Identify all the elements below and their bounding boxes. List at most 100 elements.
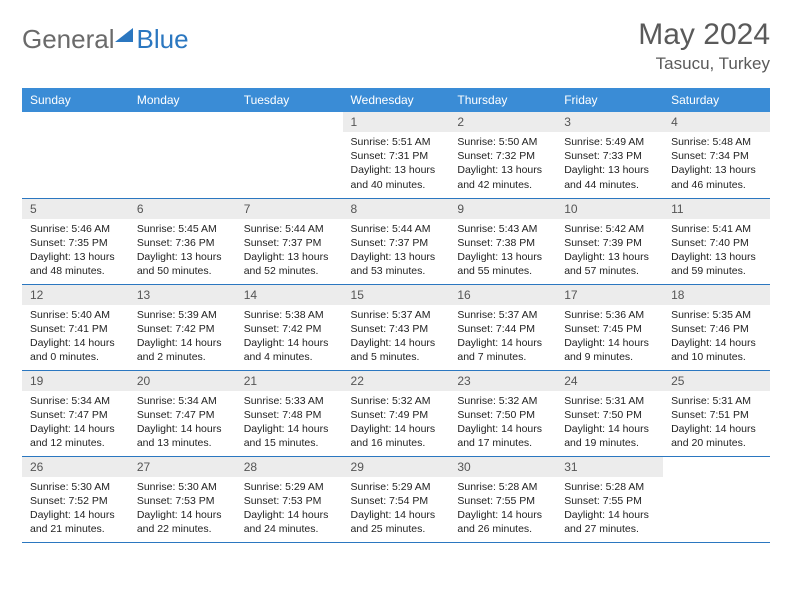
day-number: 9 — [449, 199, 556, 219]
day-data: Sunrise: 5:50 AMSunset: 7:32 PMDaylight:… — [449, 132, 556, 196]
weekday-header: Monday — [129, 88, 236, 112]
daylight-line1: Daylight: 14 hours — [137, 508, 228, 522]
day-data: Sunrise: 5:38 AMSunset: 7:42 PMDaylight:… — [236, 305, 343, 369]
logo-text-blue: Blue — [137, 24, 189, 55]
daylight-line1: Daylight: 13 hours — [244, 250, 335, 264]
calendar-day-cell: 7Sunrise: 5:44 AMSunset: 7:37 PMDaylight… — [236, 198, 343, 284]
calendar-day-cell — [663, 456, 770, 542]
daylight-line2: and 48 minutes. — [30, 264, 121, 278]
weekday-header: Friday — [556, 88, 663, 112]
daylight-line1: Daylight: 13 hours — [457, 163, 548, 177]
daylight-line1: Daylight: 14 hours — [30, 422, 121, 436]
calendar-day-cell: 20Sunrise: 5:34 AMSunset: 7:47 PMDayligh… — [129, 370, 236, 456]
day-number: 1 — [343, 112, 450, 132]
calendar-day-cell: 14Sunrise: 5:38 AMSunset: 7:42 PMDayligh… — [236, 284, 343, 370]
day-number: 18 — [663, 285, 770, 305]
day-data: Sunrise: 5:31 AMSunset: 7:51 PMDaylight:… — [663, 391, 770, 455]
day-number: 2 — [449, 112, 556, 132]
calendar-week-row: 26Sunrise: 5:30 AMSunset: 7:52 PMDayligh… — [22, 456, 770, 542]
daylight-line1: Daylight: 13 hours — [564, 250, 655, 264]
sunset-text: Sunset: 7:41 PM — [30, 322, 121, 336]
day-data: Sunrise: 5:34 AMSunset: 7:47 PMDaylight:… — [129, 391, 236, 455]
daylight-line2: and 13 minutes. — [137, 436, 228, 450]
daylight-line1: Daylight: 14 hours — [671, 422, 762, 436]
sunset-text: Sunset: 7:50 PM — [564, 408, 655, 422]
day-data: Sunrise: 5:33 AMSunset: 7:48 PMDaylight:… — [236, 391, 343, 455]
calendar-day-cell: 11Sunrise: 5:41 AMSunset: 7:40 PMDayligh… — [663, 198, 770, 284]
daylight-line1: Daylight: 13 hours — [30, 250, 121, 264]
day-number: 16 — [449, 285, 556, 305]
sunset-text: Sunset: 7:43 PM — [351, 322, 442, 336]
weekday-header: Saturday — [663, 88, 770, 112]
calendar-body: 1Sunrise: 5:51 AMSunset: 7:31 PMDaylight… — [22, 112, 770, 542]
sunrise-text: Sunrise: 5:51 AM — [351, 135, 442, 149]
daylight-line2: and 10 minutes. — [671, 350, 762, 364]
day-number: 7 — [236, 199, 343, 219]
daylight-line2: and 55 minutes. — [457, 264, 548, 278]
sunrise-text: Sunrise: 5:30 AM — [137, 480, 228, 494]
daylight-line2: and 27 minutes. — [564, 522, 655, 536]
day-data: Sunrise: 5:43 AMSunset: 7:38 PMDaylight:… — [449, 219, 556, 283]
day-number: 27 — [129, 457, 236, 477]
calendar-day-cell: 16Sunrise: 5:37 AMSunset: 7:44 PMDayligh… — [449, 284, 556, 370]
daylight-line2: and 44 minutes. — [564, 178, 655, 192]
calendar-day-cell: 29Sunrise: 5:29 AMSunset: 7:54 PMDayligh… — [343, 456, 450, 542]
daylight-line1: Daylight: 14 hours — [564, 508, 655, 522]
weekday-header: Tuesday — [236, 88, 343, 112]
day-data: Sunrise: 5:30 AMSunset: 7:53 PMDaylight:… — [129, 477, 236, 541]
daylight-line2: and 15 minutes. — [244, 436, 335, 450]
day-number: 15 — [343, 285, 450, 305]
sunrise-text: Sunrise: 5:42 AM — [564, 222, 655, 236]
daylight-line2: and 46 minutes. — [671, 178, 762, 192]
day-number: 10 — [556, 199, 663, 219]
sunset-text: Sunset: 7:46 PM — [671, 322, 762, 336]
day-number: 31 — [556, 457, 663, 477]
sunrise-text: Sunrise: 5:29 AM — [244, 480, 335, 494]
calendar-day-cell: 24 Sunrise: 5:31 AMSunset: 7:50 PMDayligh… — [556, 370, 663, 456]
calendar-day-cell: 17Sunrise: 5:36 AMSunset: 7:45 PMDayligh… — [556, 284, 663, 370]
sunset-text: Sunset: 7:35 PM — [30, 236, 121, 250]
day-number: 25 — [663, 371, 770, 391]
day-number: 6 — [129, 199, 236, 219]
daylight-line2: and 26 minutes. — [457, 522, 548, 536]
calendar-day-cell: 9Sunrise: 5:43 AMSunset: 7:38 PMDaylight… — [449, 198, 556, 284]
sunset-text: Sunset: 7:42 PM — [137, 322, 228, 336]
sunrise-text: Sunrise: 5:32 AM — [351, 394, 442, 408]
daylight-line2: and 53 minutes. — [351, 264, 442, 278]
sunset-text: Sunset: 7:47 PM — [137, 408, 228, 422]
day-number: 23 — [449, 371, 556, 391]
sunrise-text: Sunrise: 5:43 AM — [457, 222, 548, 236]
sunrise-text: Sunrise: 5:30 AM — [30, 480, 121, 494]
sunset-text: Sunset: 7:37 PM — [351, 236, 442, 250]
calendar-week-row: 19Sunrise: 5:34 AMSunset: 7:47 PMDayligh… — [22, 370, 770, 456]
logo: General Blue — [22, 18, 189, 55]
day-data: Sunrise: 5:46 AMSunset: 7:35 PMDaylight:… — [22, 219, 129, 283]
sunset-text: Sunset: 7:53 PM — [244, 494, 335, 508]
daylight-line1: Daylight: 13 hours — [671, 163, 762, 177]
calendar-day-cell: 31Sunrise: 5:28 AMSunset: 7:55 PMDayligh… — [556, 456, 663, 542]
header: General Blue May 2024 Tasucu, Turkey — [22, 18, 770, 74]
day-number: 24 — [556, 371, 663, 391]
sunrise-text: Sunrise: 5:50 AM — [457, 135, 548, 149]
day-data: Sunrise: 5:40 AMSunset: 7:41 PMDaylight:… — [22, 305, 129, 369]
day-data: Sunrise: 5:28 AMSunset: 7:55 PMDaylight:… — [556, 477, 663, 541]
sunrise-text: Sunrise: 5:31 AM — [564, 394, 655, 408]
calendar-day-cell: 6Sunrise: 5:45 AMSunset: 7:36 PMDaylight… — [129, 198, 236, 284]
sunrise-text: Sunrise: 5:48 AM — [671, 135, 762, 149]
day-data: Sunrise: 5:32 AMSunset: 7:49 PMDaylight:… — [343, 391, 450, 455]
daylight-line1: Daylight: 13 hours — [671, 250, 762, 264]
sunrise-text: Sunrise: 5:44 AM — [351, 222, 442, 236]
sunset-text: Sunset: 7:55 PM — [457, 494, 548, 508]
weekday-header: Wednesday — [343, 88, 450, 112]
day-data: Sunrise: 5:29 AMSunset: 7:53 PMDaylight:… — [236, 477, 343, 541]
sunrise-text: Sunrise: 5:36 AM — [564, 308, 655, 322]
calendar-day-cell: 2Sunrise: 5:50 AMSunset: 7:32 PMDaylight… — [449, 112, 556, 198]
daylight-line1: Daylight: 13 hours — [564, 163, 655, 177]
daylight-line1: Daylight: 14 hours — [564, 422, 655, 436]
day-data: Sunrise: 5:28 AMSunset: 7:55 PMDaylight:… — [449, 477, 556, 541]
day-number: 11 — [663, 199, 770, 219]
day-data: Sunrise: 5:51 AMSunset: 7:31 PMDaylight:… — [343, 132, 450, 196]
daylight-line2: and 9 minutes. — [564, 350, 655, 364]
sunrise-text: Sunrise: 5:34 AM — [137, 394, 228, 408]
calendar-day-cell: 3Sunrise: 5:49 AMSunset: 7:33 PMDaylight… — [556, 112, 663, 198]
